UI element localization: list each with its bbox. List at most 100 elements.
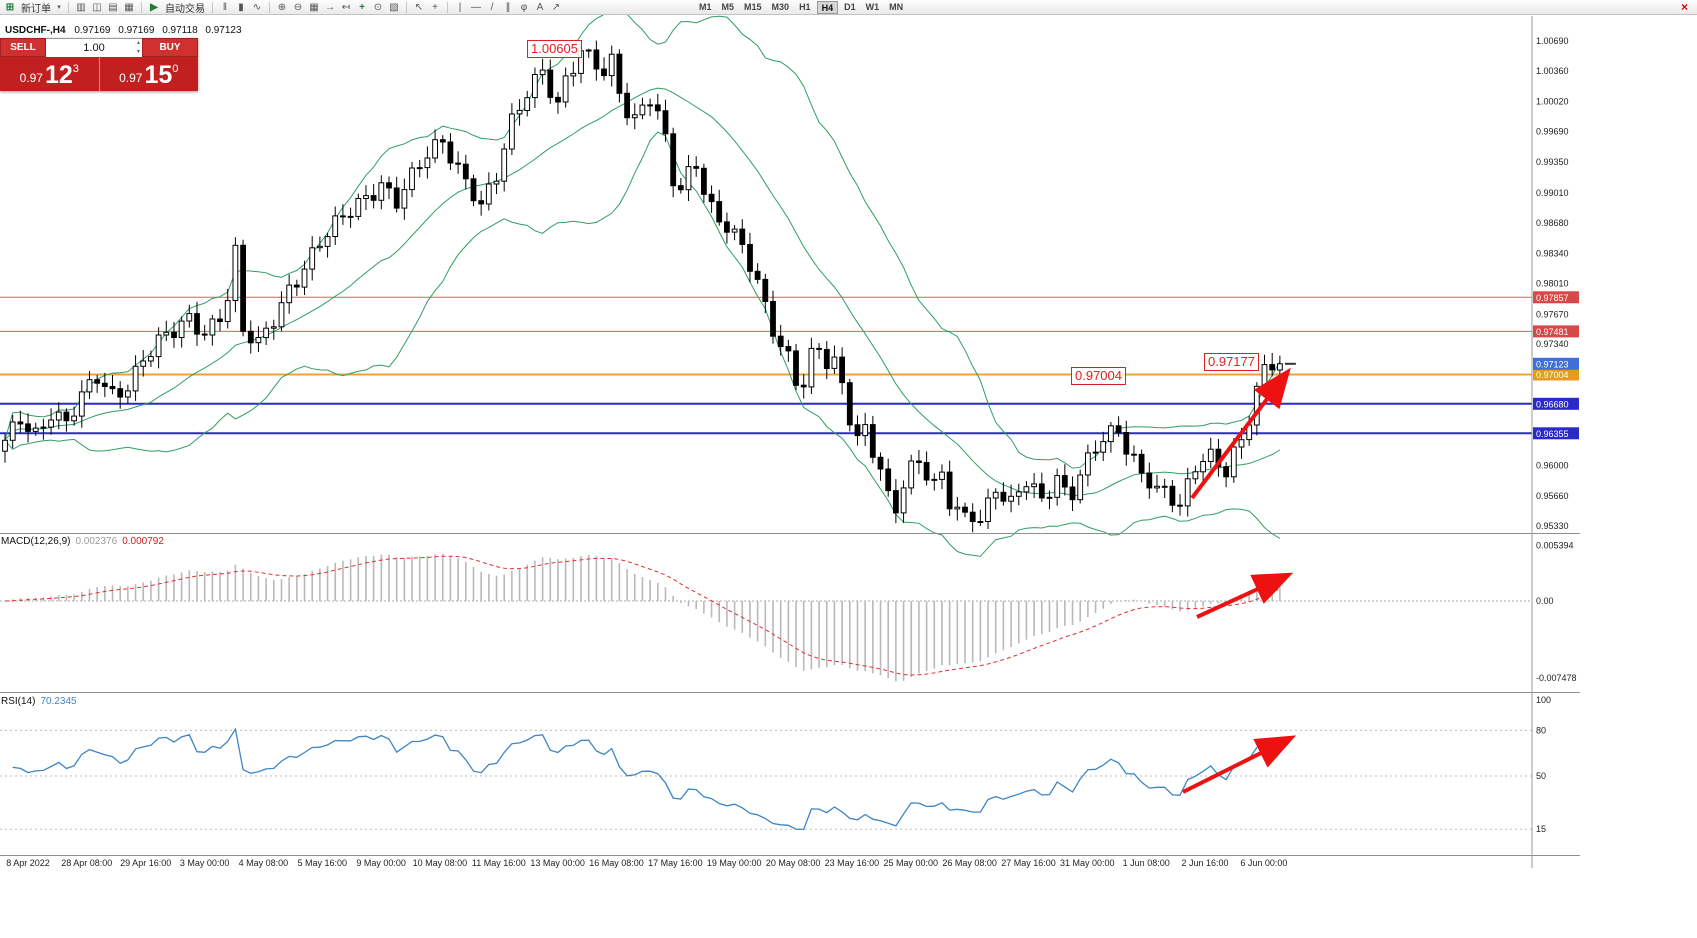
bid-big-digits: 12: [44, 61, 73, 89]
close-icon[interactable]: ×: [1680, 0, 1688, 14]
bollinger-bands: [4, 7, 1281, 557]
svg-text:0.97481: 0.97481: [1536, 327, 1569, 337]
sell-button[interactable]: SELL: [0, 38, 46, 57]
trendline-icon[interactable]: /: [490, 1, 494, 13]
periods-icon[interactable]: ⊙: [373, 1, 383, 13]
toolbar-separator[interactable]: [447, 1, 448, 13]
time-axis[interactable]: 8 Apr 2022 28 Apr 08:00 29 Apr 16:00 3 May …: [6, 858, 1287, 868]
macd-signal-value: 0.000792: [122, 536, 164, 547]
timeframe-m5[interactable]: M5: [721, 1, 735, 12]
data-window-icon[interactable]: ◫: [92, 1, 102, 13]
bid-price[interactable]: 0.97 12 3: [0, 57, 99, 91]
horizontal-line-icon[interactable]: —: [471, 1, 481, 13]
price-annotation-high[interactable]: 1.00605: [527, 40, 582, 58]
svg-text:19 May 00:00: 19 May 00:00: [707, 858, 762, 868]
cursor-icon[interactable]: ↖: [414, 1, 424, 13]
ask-pip-digit: 0: [172, 63, 179, 75]
candlestick-chart-icon[interactable]: ▮: [238, 1, 244, 13]
macd-main-value: 0.002376: [75, 536, 118, 547]
timeframe-m1[interactable]: M1: [699, 1, 712, 12]
channel-icon[interactable]: ∥: [505, 1, 511, 13]
svg-text:5 May 16:00: 5 May 16:00: [298, 858, 348, 868]
svg-text:13 May 00:00: 13 May 00:00: [530, 858, 585, 868]
terminal-icon[interactable]: ▦: [124, 1, 134, 13]
trend-arrow[interactable]: [1190, 367, 1291, 500]
svg-text:3 May 00:00: 3 May 00:00: [180, 858, 230, 868]
timeframe-m15[interactable]: M15: [744, 1, 762, 12]
svg-text:-0.007478: -0.007478: [1536, 673, 1577, 683]
toolbar-separator[interactable]: [68, 1, 69, 13]
timeframe-mn[interactable]: MN: [889, 1, 904, 12]
zoom-out-icon[interactable]: ⊖: [293, 1, 303, 13]
arrows-icon[interactable]: ↗: [551, 1, 561, 13]
ask-prefix: 0.97: [119, 71, 143, 85]
svg-text:0.96000: 0.96000: [1536, 460, 1569, 470]
ask-price[interactable]: 0.97 15 0: [98, 57, 199, 91]
rsi-name: RSI(14): [1, 696, 36, 707]
timeframe-h4[interactable]: H4: [816, 0, 839, 14]
zoom-in-icon[interactable]: ⊕: [277, 1, 287, 13]
svg-text:23 May 16:00: 23 May 16:00: [825, 858, 880, 868]
market-watch-icon[interactable]: ▥: [76, 1, 86, 13]
one-click-trading-panel: SELL 1.00 ▴ ▾ BUY 0.97 12 3 0.97 15 0: [0, 38, 198, 91]
buy-button[interactable]: BUY: [142, 38, 198, 57]
lot-increase-button[interactable]: ▴: [136, 40, 140, 46]
svg-text:9 May 00:00: 9 May 00:00: [356, 858, 406, 868]
svg-text:16 May 08:00: 16 May 08:00: [589, 858, 644, 868]
auto-scroll-icon[interactable]: →: [325, 1, 335, 13]
svg-text:100: 100: [1536, 695, 1551, 705]
price-annotation-current[interactable]: 0.97177: [1204, 353, 1259, 371]
svg-text:0.99010: 0.99010: [1536, 188, 1569, 198]
svg-text:25 May 00:00: 25 May 00:00: [884, 858, 939, 868]
bid-prefix: 0.97: [19, 71, 43, 85]
svg-text:0.96355: 0.96355: [1536, 429, 1569, 439]
toolbar-separator[interactable]: [212, 1, 213, 13]
timeframe-d1[interactable]: D1: [844, 1, 856, 12]
timeframe-h1[interactable]: H1: [799, 1, 811, 12]
crosshair-icon[interactable]: +: [432, 1, 438, 13]
svg-text:28 Apr 08:00: 28 Apr 08:00: [61, 858, 112, 868]
price-annotation-support[interactable]: 0.97004: [1071, 367, 1126, 385]
chart-shift-icon[interactable]: ↤: [341, 1, 351, 13]
svg-text:4 May 08:00: 4 May 08:00: [239, 858, 289, 868]
indicators-icon[interactable]: +: [359, 1, 365, 13]
tile-windows-icon[interactable]: ▦: [309, 1, 319, 13]
new-order-label[interactable]: 新订单: [21, 3, 51, 15]
lot-spinner: ▴ ▾: [137, 39, 140, 57]
svg-text:6 Jun 00:00: 6 Jun 00:00: [1240, 858, 1287, 868]
new-order-caret-icon[interactable]: ▾: [57, 3, 61, 11]
lot-decrease-button[interactable]: ▾: [136, 49, 140, 55]
ohlc-high: 0.97169: [118, 25, 155, 36]
svg-text:1.00690: 1.00690: [1536, 36, 1569, 46]
svg-text:0.97004: 0.97004: [1536, 370, 1569, 380]
svg-text:0.99690: 0.99690: [1536, 127, 1569, 137]
rsi-line: [12, 727, 1281, 831]
fibonacci-icon[interactable]: φ: [520, 1, 528, 13]
autotrading-icon[interactable]: ▶: [150, 1, 158, 13]
svg-text:80: 80: [1536, 725, 1546, 735]
text-icon[interactable]: A: [536, 1, 544, 13]
toolbar-icon-group: ⊞ 新订单 ▾ ▥ ◫ ▤ ▦ ▶ 自动交易 ‖ ▮ ∿ ⊕ ⊖ ▦ → ↤ + ⊙ ▧ ↖ + | — / ∥ φ A ↗: [3, 0, 563, 15]
line-chart-icon[interactable]: ∿: [252, 1, 262, 13]
svg-text:20 May 08:00: 20 May 08:00: [766, 858, 821, 868]
templates-icon[interactable]: ▧: [389, 1, 399, 13]
lot-size-field[interactable]: 1.00 ▴ ▾: [46, 38, 142, 57]
toolbar: ⊞ 新订单 ▾ ▥ ◫ ▤ ▦ ▶ 自动交易 ‖ ▮ ∿ ⊕ ⊖ ▦ → ↤ + ⊙ ▧ ↖ + | — / ∥ φ A ↗ M1 M5 M…: [0, 0, 1697, 15]
timeframe-w1[interactable]: W1: [865, 1, 880, 12]
toolbar-separator[interactable]: [141, 1, 142, 13]
price-axis[interactable]: 1.00690 1.00360 1.00020 0.99690 0.99350 0.990…: [1531, 16, 1579, 868]
toolbar-separator[interactable]: [406, 1, 407, 13]
vertical-line-icon[interactable]: |: [458, 1, 462, 13]
navigator-icon[interactable]: ▤: [108, 1, 118, 13]
timeframe-m30[interactable]: M30: [771, 1, 790, 12]
trend-arrow[interactable]: [1182, 735, 1297, 794]
bar-chart-icon[interactable]: ‖: [222, 1, 228, 13]
rsi-label: RSI(14) 70.2345: [1, 696, 77, 707]
trend-arrow[interactable]: [1196, 572, 1294, 619]
autotrading-label[interactable]: 自动交易: [165, 3, 205, 15]
svg-text:0.98010: 0.98010: [1536, 279, 1569, 289]
new-order-icon[interactable]: ⊞: [5, 1, 15, 13]
toolbar-separator[interactable]: [269, 1, 270, 13]
